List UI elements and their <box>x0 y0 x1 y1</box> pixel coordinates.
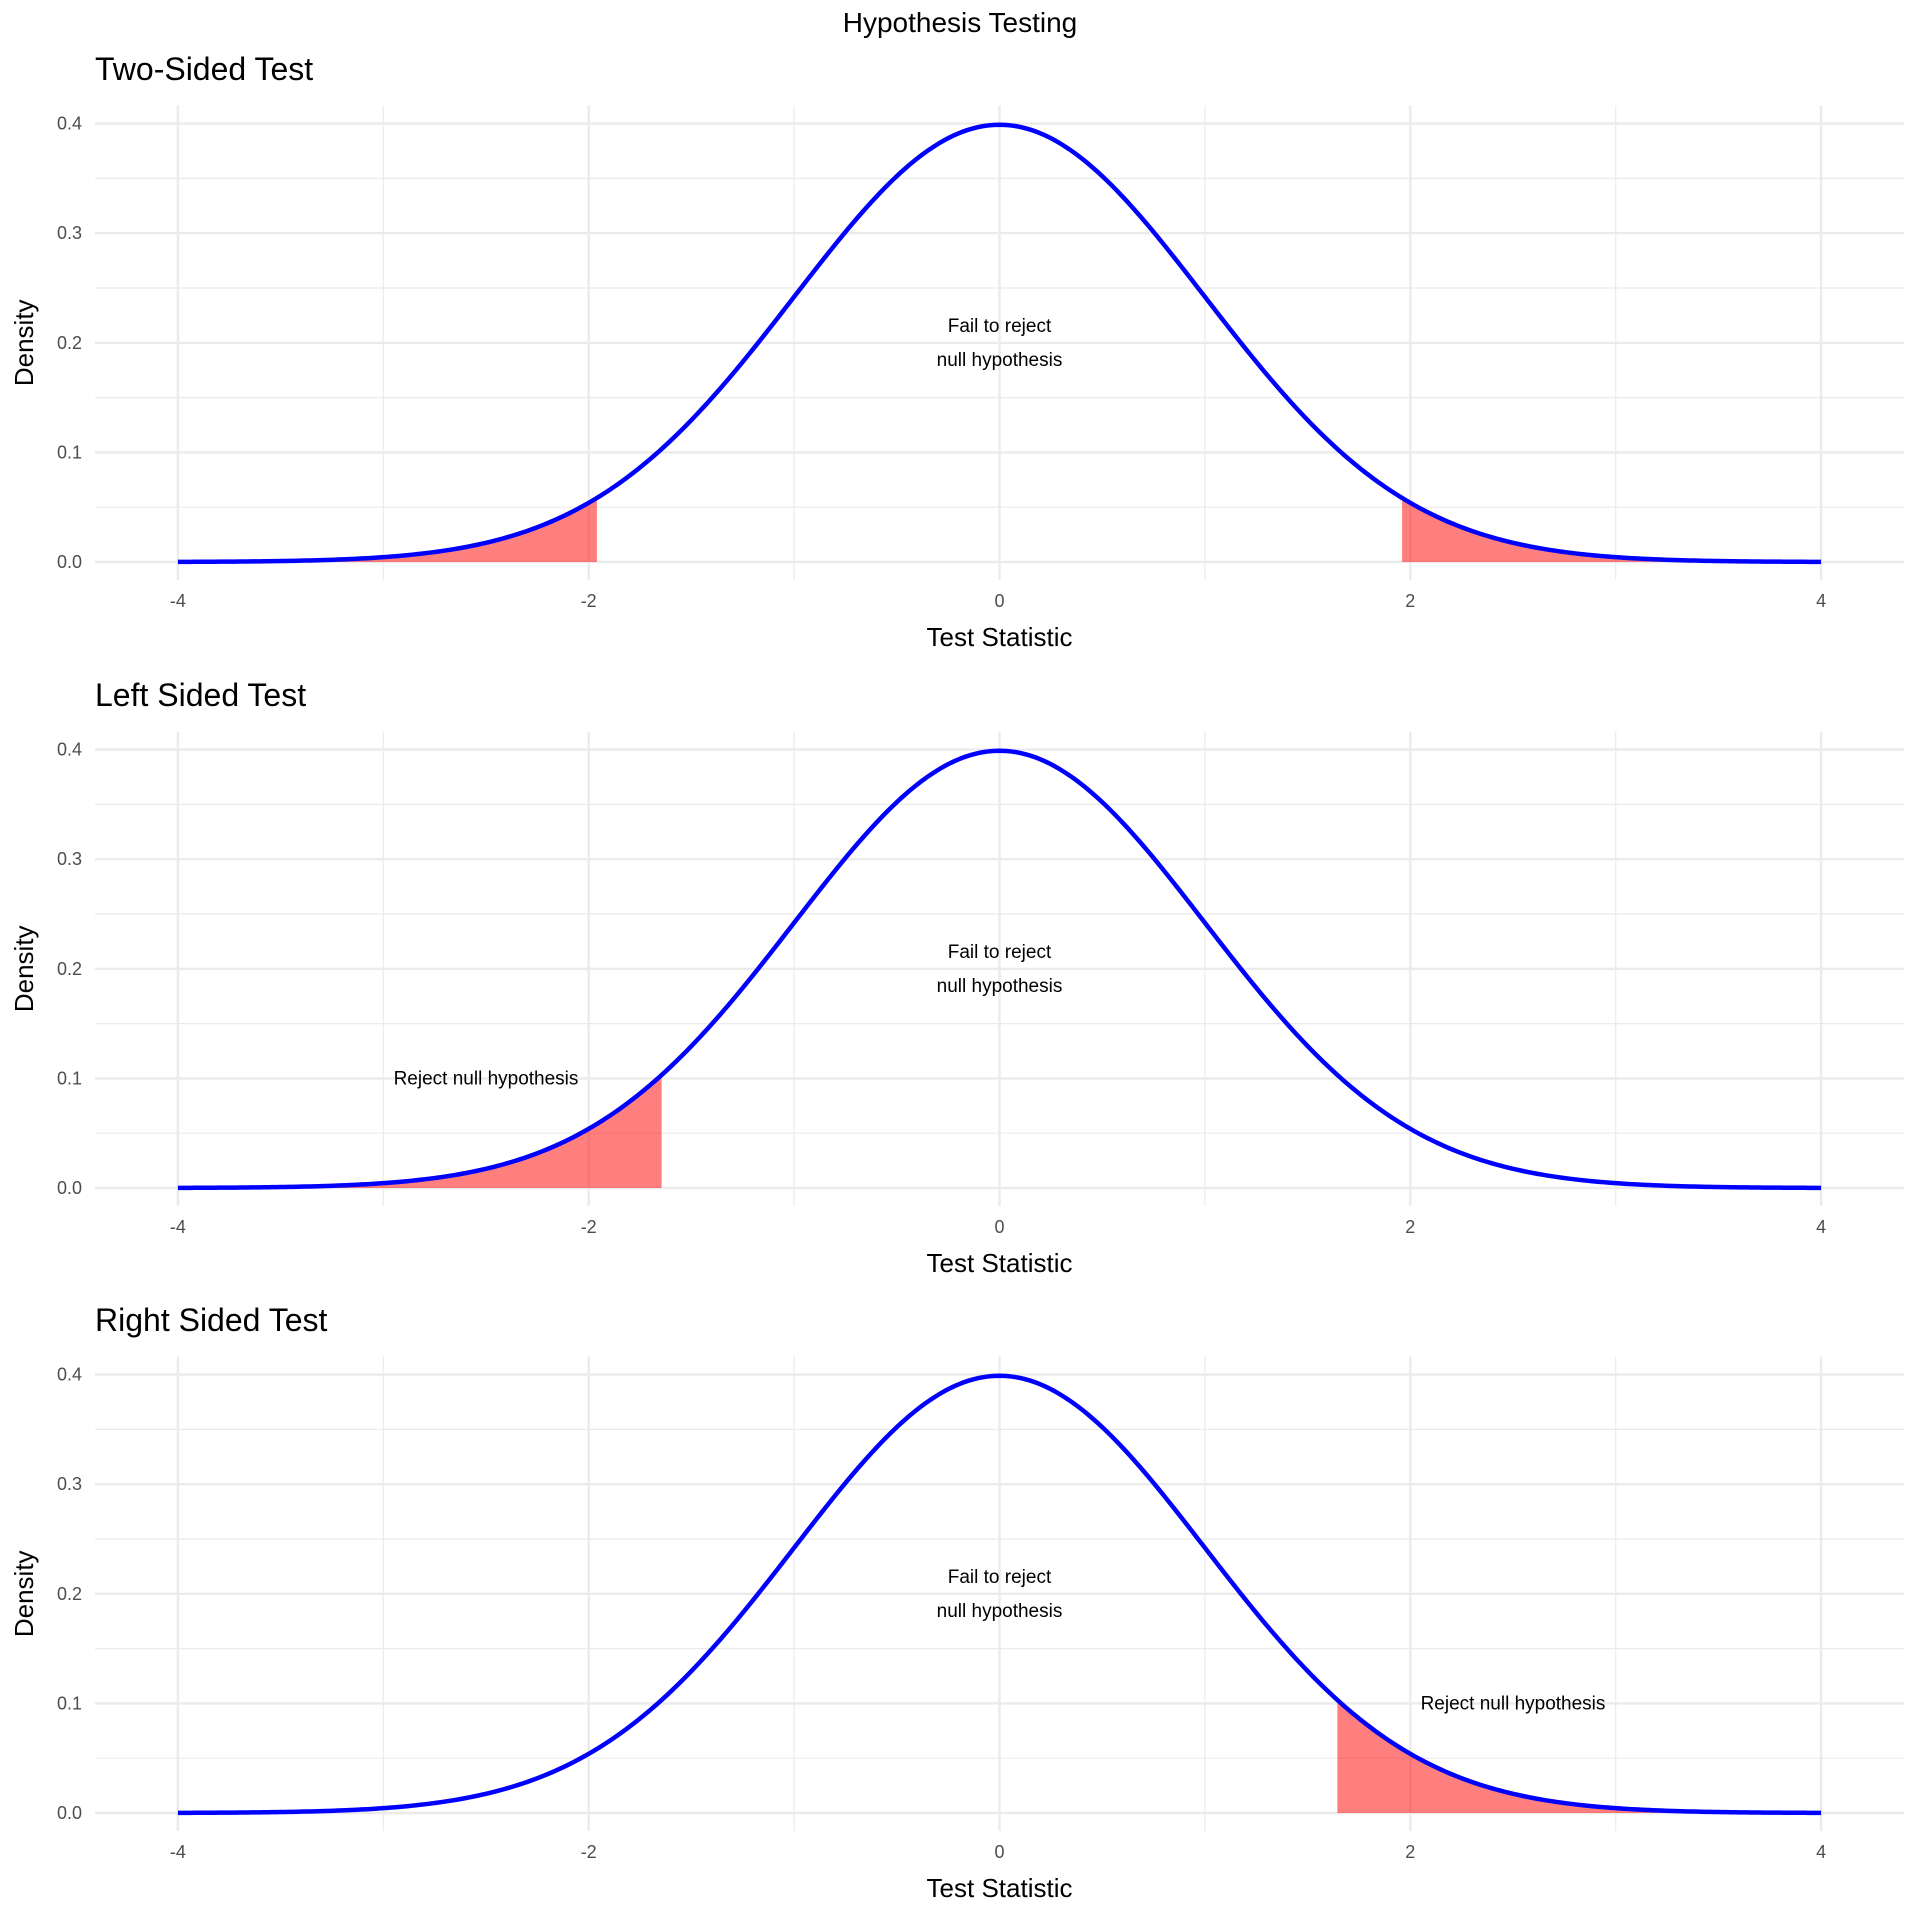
rejection-region <box>1402 497 1822 562</box>
y-tick-label: 0.4 <box>57 1365 82 1385</box>
annotation-text: Fail to reject <box>948 1567 1052 1588</box>
panel-title: Right Sided Test <box>95 1302 328 1338</box>
y-tick-label: 0.3 <box>57 849 82 869</box>
y-tick-label: 0.1 <box>57 1068 82 1088</box>
y-tick-label: 0.0 <box>57 1803 82 1823</box>
x-tick-label: -2 <box>581 591 597 611</box>
x-tick-label: 4 <box>1816 1217 1826 1237</box>
y-tick-label: 0.2 <box>57 959 82 979</box>
x-axis-title: Test Statistic <box>927 1248 1073 1278</box>
y-tick-label: 0.0 <box>57 552 82 572</box>
panel-2: -4 -2 0 2 4 0.0 0.1 0.2 0.3 0.4 Test Statistic Dens… <box>9 677 1904 1278</box>
rejection-region <box>1337 1699 1822 1813</box>
x-tick-label: 0 <box>994 1842 1004 1862</box>
panel-3: -4 -2 0 2 4 0.0 0.1 0.2 0.3 0.4 Test Statistic Dens… <box>9 1302 1904 1903</box>
x-tick-label: 4 <box>1816 1842 1826 1862</box>
x-tick-label: 0 <box>994 1217 1004 1237</box>
x-axis-title: Test Statistic <box>927 1873 1073 1903</box>
x-tick-label: -4 <box>170 1217 186 1237</box>
annotation-text: Fail to reject <box>948 316 1052 337</box>
annotation-text: Reject null hypothesis <box>1421 1693 1606 1714</box>
y-axis-title: Density <box>9 1550 39 1637</box>
y-tick-label: 0.3 <box>57 1474 82 1494</box>
x-tick-label: -2 <box>581 1842 597 1862</box>
y-tick-label: 0.0 <box>57 1178 82 1198</box>
annotation-text: null hypothesis <box>937 350 1063 371</box>
x-tick-label: -4 <box>170 591 186 611</box>
x-tick-label: -2 <box>581 1217 597 1237</box>
x-tick-label: -4 <box>170 1842 186 1862</box>
annotation-text: null hypothesis <box>937 976 1063 997</box>
figure-title: Hypothesis Testing <box>843 7 1078 38</box>
panel-title: Two-Sided Test <box>95 51 313 87</box>
x-tick-label: 0 <box>994 591 1004 611</box>
panel-1: -4 -2 0 2 4 0.0 0.1 0.2 0.3 0.4 Test Statistic Dens… <box>9 51 1904 652</box>
y-axis-title: Density <box>9 299 39 386</box>
panel-title: Left Sided Test <box>95 677 306 713</box>
y-tick-label: 0.4 <box>57 114 82 134</box>
y-tick-label: 0.3 <box>57 223 82 243</box>
rejection-region <box>177 497 597 562</box>
density-curve <box>177 748 1822 1191</box>
y-axis-title: Density <box>9 925 39 1012</box>
density-curve <box>177 122 1822 565</box>
annotation-text: null hypothesis <box>937 1601 1063 1622</box>
x-tick-label: 4 <box>1816 591 1826 611</box>
rejection-region <box>177 1074 662 1188</box>
x-tick-label: 2 <box>1405 1842 1415 1862</box>
y-tick-label: 0.1 <box>57 1693 82 1713</box>
y-tick-label: 0.2 <box>57 1584 82 1604</box>
x-tick-label: 2 <box>1405 1217 1415 1237</box>
y-tick-label: 0.1 <box>57 442 82 462</box>
y-tick-label: 0.2 <box>57 333 82 353</box>
annotation-text: Fail to reject <box>948 942 1052 963</box>
y-tick-label: 0.4 <box>57 740 82 760</box>
density-curve <box>177 1373 1822 1816</box>
annotation-text: Reject null hypothesis <box>394 1068 579 1089</box>
x-tick-label: 2 <box>1405 591 1415 611</box>
x-axis-title: Test Statistic <box>927 622 1073 652</box>
